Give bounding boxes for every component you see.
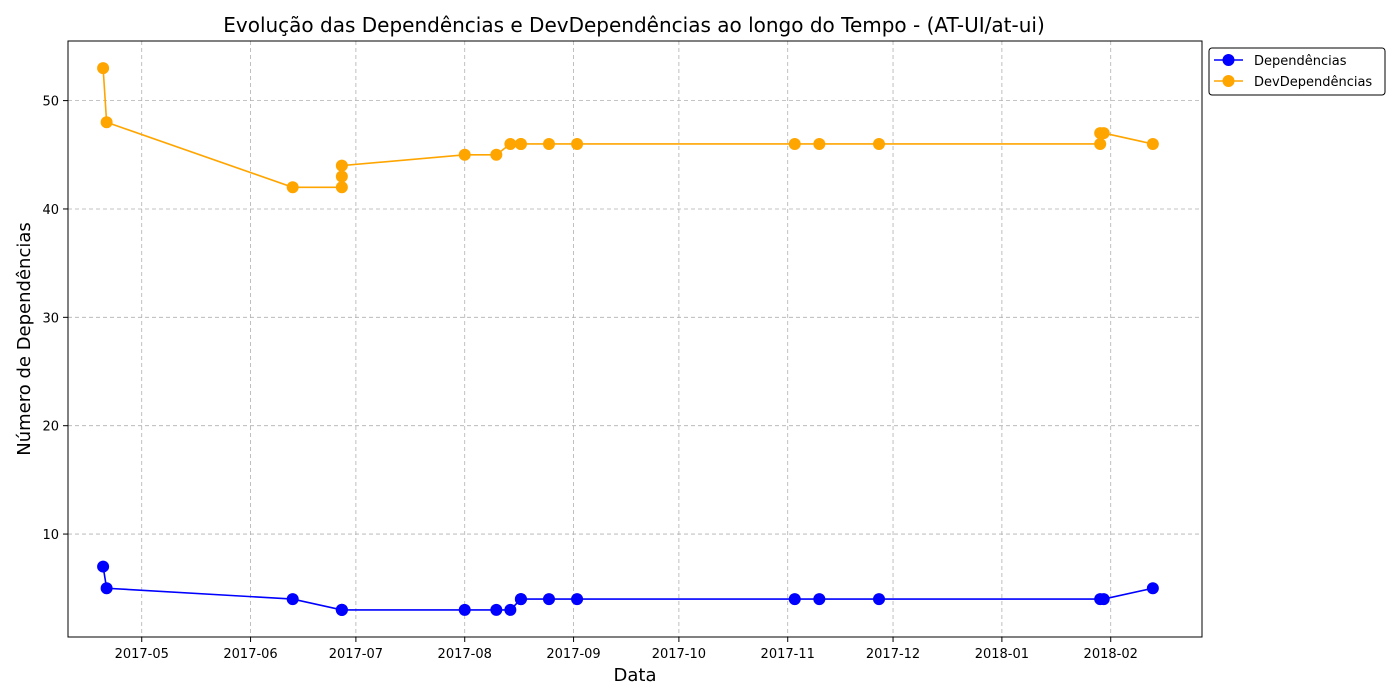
x-axis: 2017-05 2017-06 2017-07 2017-08 2017-09 2017-… [115, 637, 1138, 662]
data-point [100, 582, 113, 595]
data-point [1146, 582, 1159, 595]
y-tick-label: 40 [42, 203, 59, 218]
data-point [504, 603, 517, 616]
data-point [873, 137, 886, 150]
chart-title: Evolução das Dependências e DevDependênc… [223, 13, 1045, 37]
data-point [1146, 137, 1159, 150]
data-point [490, 603, 503, 616]
legend-marker [1222, 75, 1235, 87]
series-2 [97, 62, 1159, 194]
data-point [286, 181, 299, 194]
legend-item: DevDependências [1214, 75, 1372, 90]
y-tick-label: 20 [42, 420, 59, 435]
series-line [102, 566, 1154, 611]
data-point [97, 560, 110, 573]
data-point [514, 137, 527, 150]
plot-frame [67, 40, 1203, 638]
x-tick-label: 2017-07 [329, 647, 383, 662]
data-point [514, 593, 527, 606]
data-point [458, 603, 471, 616]
data-point [1094, 137, 1107, 150]
grid-lines [68, 41, 1202, 637]
data-point [1097, 593, 1110, 606]
legend-marker [1222, 54, 1235, 66]
data-point [97, 62, 110, 75]
data-point [504, 137, 517, 150]
y-tick-label: 10 [42, 528, 59, 543]
x-tick-label: 2017-12 [866, 647, 920, 662]
legend-box [1208, 47, 1386, 96]
data-point [813, 593, 826, 606]
data-point [490, 148, 503, 161]
x-tick-label: 2017-10 [652, 647, 706, 662]
data-point [788, 593, 801, 606]
y-tick-label: 30 [42, 311, 59, 326]
data-point [1097, 127, 1110, 140]
data-point [542, 593, 555, 606]
y-axis-label: Número de Dependências [14, 222, 35, 456]
data-point [571, 137, 584, 150]
data-point [335, 170, 348, 183]
data-point [542, 137, 555, 150]
y-tick-label: 50 [42, 95, 59, 110]
data-point [458, 148, 471, 161]
legend-label: Dependências [1254, 54, 1347, 69]
x-tick-label: 2017-09 [546, 647, 600, 662]
series-layer [97, 62, 1159, 616]
x-tick-label: 2018-01 [975, 647, 1029, 662]
data-point [571, 593, 584, 606]
data-point [813, 137, 826, 150]
data-point [873, 593, 886, 606]
data-point [100, 116, 113, 129]
legend-label: DevDependências [1254, 75, 1372, 90]
x-tick-label: 2017-06 [223, 647, 277, 662]
legend: Dependências DevDependências [1208, 47, 1386, 96]
series-line [102, 68, 1154, 189]
data-point [335, 159, 348, 172]
data-point [335, 603, 348, 616]
data-point [788, 137, 801, 150]
x-tick-label: 2017-08 [438, 647, 492, 662]
series-1 [97, 560, 1159, 616]
data-point [286, 593, 299, 606]
y-axis: 10 20 30 40 50 [42, 95, 68, 543]
legend-item: Dependências [1214, 54, 1347, 69]
x-axis-label: Data [614, 665, 657, 686]
x-tick-label: 2018-02 [1084, 647, 1138, 662]
x-tick-label: 2017-05 [115, 647, 169, 662]
x-tick-label: 2017-11 [761, 647, 815, 662]
data-point [335, 181, 348, 194]
